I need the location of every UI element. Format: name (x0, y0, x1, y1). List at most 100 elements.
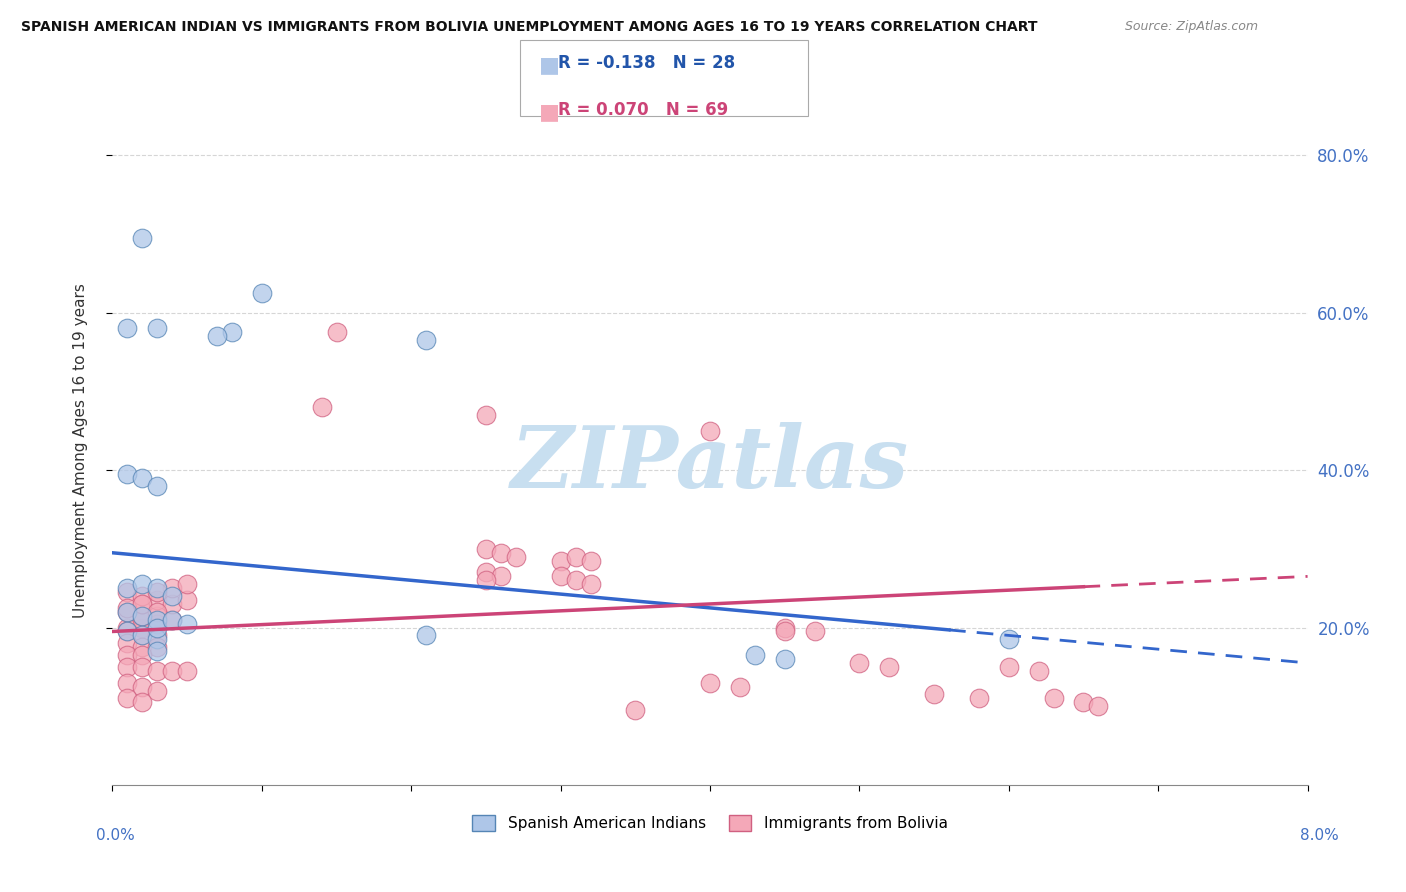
Point (131, 471, 153, 485)
Point (624, 703, 647, 717)
Point (773, 621, 796, 635)
Point (146, 664, 169, 678)
Point (176, 664, 198, 678)
Point (773, 624, 796, 639)
Text: 8.0%: 8.0% (1299, 828, 1339, 843)
Point (162, 613, 183, 627)
Point (117, 467, 139, 481)
Point (146, 640, 169, 655)
Text: SPANISH AMERICAN INDIAN VS IMMIGRANTS FROM BOLIVIA UNEMPLOYMENT AMONG AGES 16 TO: SPANISH AMERICAN INDIAN VS IMMIGRANTS FR… (21, 20, 1038, 34)
Point (579, 554, 602, 568)
Point (117, 321, 139, 335)
Y-axis label: Unemployment Among Ages 16 to 19 years: Unemployment Among Ages 16 to 19 years (73, 283, 89, 618)
Point (475, 566, 498, 580)
Point (250, 286, 273, 301)
Point (489, 546, 512, 560)
Point (131, 640, 153, 655)
Point (146, 683, 169, 698)
Point (131, 589, 153, 603)
Text: R = -0.138   N = 28: R = -0.138 N = 28 (558, 54, 735, 71)
Point (848, 656, 870, 670)
Point (131, 695, 153, 709)
Text: Source: ZipAtlas.com: Source: ZipAtlas.com (1125, 20, 1258, 33)
Point (146, 605, 169, 619)
Point (564, 574, 586, 588)
Point (728, 680, 751, 694)
Point (117, 660, 139, 674)
Point (117, 585, 139, 599)
Point (131, 621, 153, 635)
Point (117, 605, 139, 619)
Point (117, 605, 139, 619)
Point (117, 675, 139, 690)
Point (699, 424, 721, 438)
Point (131, 597, 153, 611)
Point (579, 577, 602, 591)
Point (176, 616, 198, 631)
Point (146, 616, 169, 631)
Point (131, 231, 153, 245)
Point (146, 608, 169, 623)
Point (162, 664, 183, 678)
Point (162, 613, 183, 627)
Point (146, 644, 169, 658)
Point (131, 648, 153, 662)
Point (117, 636, 139, 650)
Point (176, 593, 198, 607)
Point (505, 549, 527, 564)
Point (131, 608, 153, 623)
Point (415, 333, 437, 347)
Text: R = 0.070   N = 69: R = 0.070 N = 69 (558, 101, 728, 119)
Point (803, 624, 825, 639)
Point (205, 329, 228, 343)
Point (131, 597, 153, 611)
Point (117, 691, 139, 706)
Point (146, 581, 169, 595)
Point (550, 554, 572, 568)
Point (998, 660, 1021, 674)
Point (146, 621, 169, 635)
Point (1073, 695, 1095, 709)
Point (146, 585, 169, 599)
Point (325, 326, 347, 340)
Point (1028, 664, 1050, 678)
Point (162, 597, 183, 611)
Text: ZIPatlas: ZIPatlas (510, 422, 910, 506)
Point (131, 613, 153, 627)
Point (415, 628, 437, 642)
Point (131, 628, 153, 642)
Point (146, 632, 169, 647)
Point (162, 581, 183, 595)
Point (922, 688, 945, 702)
Point (311, 400, 333, 414)
Point (1087, 699, 1109, 714)
Point (117, 581, 139, 595)
Point (998, 632, 1021, 647)
Text: 0.0%: 0.0% (96, 828, 135, 843)
Point (1042, 691, 1064, 706)
Point (146, 593, 169, 607)
Point (967, 691, 990, 706)
Point (475, 574, 498, 588)
Point (131, 660, 153, 674)
Text: ■: ■ (538, 55, 560, 75)
Point (564, 549, 586, 564)
Point (146, 628, 169, 642)
Point (699, 675, 721, 690)
Point (131, 628, 153, 642)
Point (131, 577, 153, 591)
Point (773, 652, 796, 666)
Point (489, 569, 512, 583)
Point (146, 479, 169, 493)
Point (117, 624, 139, 639)
Point (146, 613, 169, 627)
Point (117, 600, 139, 615)
Point (877, 660, 901, 674)
Point (744, 648, 766, 662)
Point (117, 624, 139, 639)
Point (117, 648, 139, 662)
Point (550, 569, 572, 583)
Text: ■: ■ (538, 103, 560, 122)
Point (221, 326, 243, 340)
Point (131, 608, 153, 623)
